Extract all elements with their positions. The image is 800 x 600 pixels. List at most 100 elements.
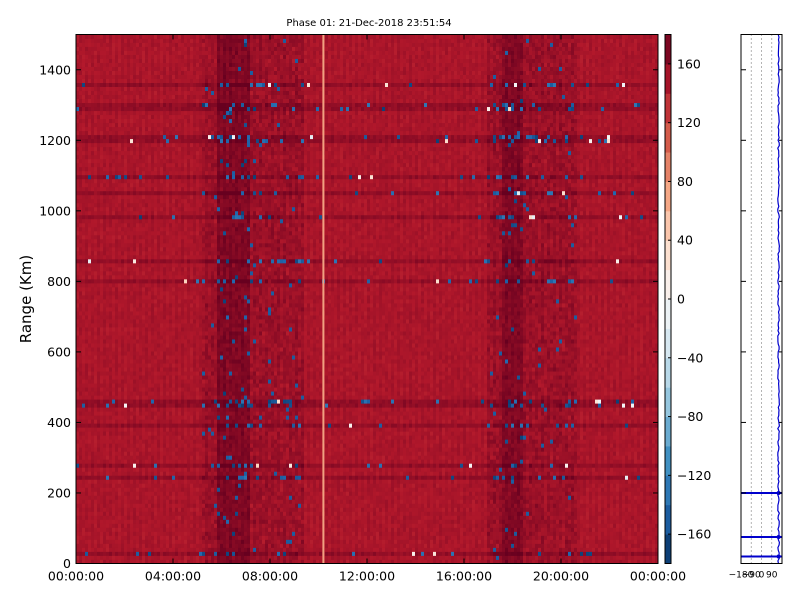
heatmap-cell: [157, 331, 160, 335]
heatmap-cell: [175, 531, 178, 535]
heatmap-cell: [79, 435, 82, 439]
heatmap-cell: [127, 495, 130, 499]
heatmap-cell: [109, 103, 112, 107]
heatmap-cell: [76, 187, 79, 191]
heatmap-cell: [121, 95, 124, 99]
heatmap-cell: [79, 415, 82, 419]
heatmap-cell: [100, 447, 103, 451]
heatmap-cell: [88, 175, 91, 179]
heatmap-cell: [130, 259, 133, 263]
heatmap-cell: [184, 355, 187, 359]
heatmap-cell: [115, 135, 118, 139]
heatmap-cell: [172, 479, 175, 483]
heatmap-cell: [187, 491, 190, 495]
heatmap-cell: [157, 199, 160, 203]
heatmap-cell: [184, 555, 187, 559]
heatmap-cell: [136, 283, 139, 287]
heatmap-cell: [163, 499, 166, 503]
heatmap-cell: [163, 187, 166, 191]
heatmap-cell: [169, 459, 172, 463]
heatmap-cell: [175, 199, 178, 203]
heatmap-cell: [142, 295, 145, 299]
heatmap-cell: [151, 319, 154, 323]
heatmap-cell: [136, 463, 139, 467]
heatmap-cell: [100, 443, 103, 447]
heatmap-cell: [184, 311, 187, 315]
heatmap-cell: [88, 239, 91, 243]
heatmap-cell: [136, 139, 139, 143]
heatmap-cell: [94, 335, 97, 339]
heatmap-cell: [109, 35, 112, 39]
heatmap-cell: [187, 239, 190, 243]
heatmap-cell: [181, 403, 184, 407]
heatmap-cell: [103, 239, 106, 243]
heatmap-cell: [100, 267, 103, 271]
heatmap-cell: [184, 427, 187, 431]
heatmap-cell: [121, 107, 124, 111]
heatmap-cell: [163, 95, 166, 99]
heatmap-cell: [79, 515, 82, 519]
heatmap-cell: [133, 183, 136, 187]
heatmap-cell: [88, 303, 91, 307]
heatmap-cell: [100, 123, 103, 127]
heatmap-cell: [97, 415, 100, 419]
heatmap-cell: [166, 107, 169, 111]
heatmap-cell: [85, 71, 88, 75]
heatmap-cell: [103, 115, 106, 119]
heatmap-cell: [103, 199, 106, 203]
heatmap-cell: [169, 315, 172, 319]
heatmap-cell: [127, 331, 130, 335]
heatmap-cell: [91, 219, 94, 223]
heatmap-cell: [157, 447, 160, 451]
heatmap-cell: [130, 495, 133, 499]
heatmap-cell: [103, 271, 106, 275]
heatmap-cell: [91, 531, 94, 535]
heatmap-cell: [85, 427, 88, 431]
heatmap-cell: [94, 391, 97, 395]
heatmap-cell: [184, 171, 187, 175]
heatmap-cell: [187, 451, 190, 455]
heatmap-cell: [139, 159, 142, 163]
heatmap-cell: [115, 187, 118, 191]
heatmap-cell: [85, 259, 88, 263]
heatmap-cell: [97, 203, 100, 207]
heatmap-cell: [106, 283, 109, 287]
heatmap-cell: [121, 51, 124, 55]
heatmap-cell: [175, 263, 178, 267]
heatmap-cell: [106, 135, 109, 139]
heatmap-cell: [130, 207, 133, 211]
heatmap-cell: [139, 59, 142, 63]
heatmap-cell: [145, 347, 148, 351]
heatmap-cell: [178, 487, 181, 491]
heatmap-cell: [139, 511, 142, 515]
heatmap-cell: [109, 259, 112, 263]
heatmap-cell: [169, 499, 172, 503]
heatmap-cell: [166, 383, 169, 387]
heatmap-cell: [136, 295, 139, 299]
heatmap-cell: [139, 467, 142, 471]
heatmap-cell: [142, 299, 145, 303]
heatmap-cell: [100, 555, 103, 559]
heatmap-cell: [160, 79, 163, 83]
heatmap-cell: [88, 511, 91, 515]
heatmap-cell: [127, 399, 130, 403]
heatmap-cell: [82, 371, 85, 375]
heatmap-cell: [145, 187, 148, 191]
heatmap-cell: [106, 507, 109, 511]
heatmap-cell: [151, 151, 154, 155]
heatmap-cell: [142, 527, 145, 531]
heatmap-cell: [106, 143, 109, 147]
heatmap-cell: [97, 443, 100, 447]
heatmap-cell: [106, 47, 109, 51]
heatmap-cell: [121, 315, 124, 319]
heatmap-cell: [112, 143, 115, 147]
heatmap-cell: [181, 495, 184, 499]
heatmap-cell: [127, 55, 130, 59]
heatmap-cell: [163, 175, 166, 179]
heatmap-cell: [175, 191, 178, 195]
heatmap-cell: [88, 323, 91, 327]
heatmap-cell: [82, 507, 85, 511]
heatmap-cell: [103, 339, 106, 343]
heatmap-cell: [76, 431, 79, 435]
heatmap-cell: [103, 307, 106, 311]
